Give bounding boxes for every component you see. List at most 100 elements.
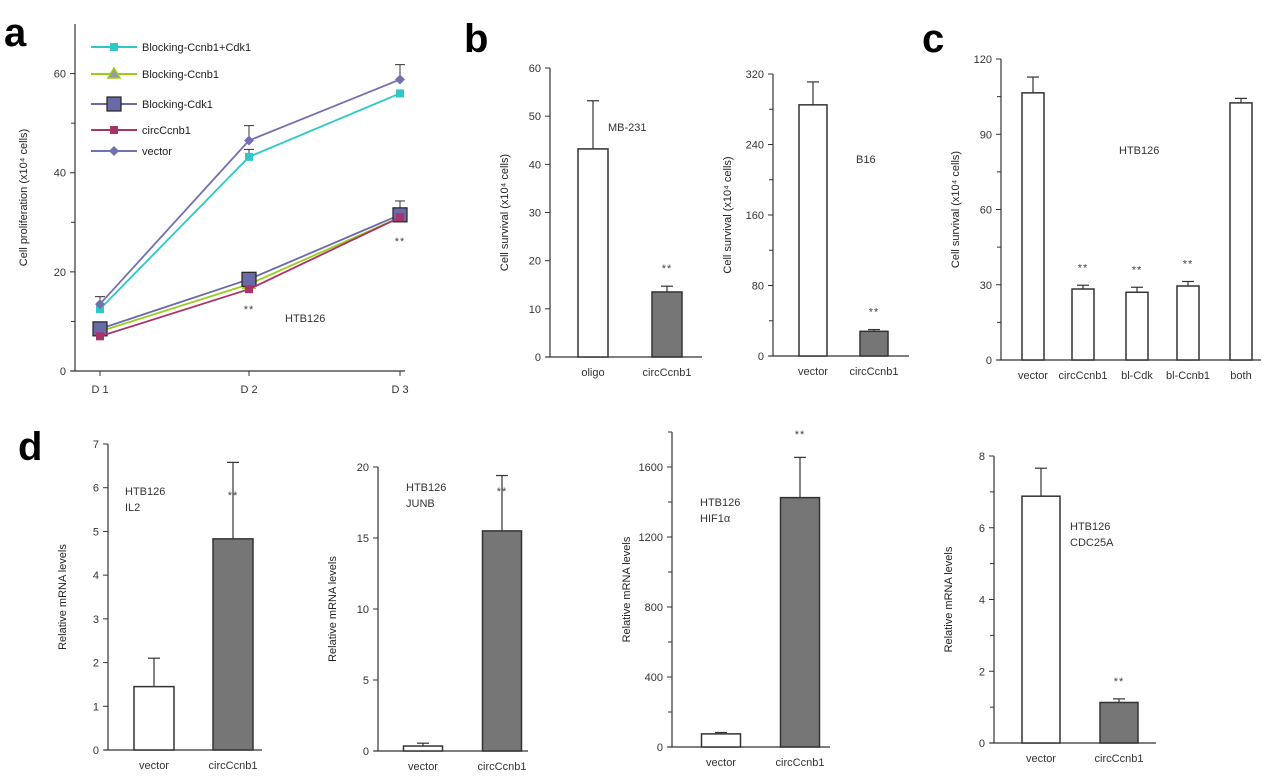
legend-label: vector [142, 146, 172, 158]
x-tick-label: vector [408, 761, 438, 773]
cell-line-annotation: HTB126 [1119, 145, 1159, 157]
significance-marker: ** [662, 263, 673, 275]
bar-circCcnb1 [651, 291, 683, 358]
data-point-Blocking-Cdk1 [241, 271, 257, 287]
y-tick-label: 30 [980, 280, 992, 292]
cell-line-annotation: IL2 [125, 502, 140, 514]
y-tick-label: 0 [60, 366, 66, 378]
legend-marker [106, 66, 122, 79]
y-tick-label: 80 [752, 281, 764, 293]
significance-marker: ** [869, 307, 880, 319]
data-point-vector [244, 135, 254, 146]
y-tick-label: 1 [93, 701, 99, 713]
significance-marker: ** [395, 236, 406, 248]
y-axis-title: Cell proliferation (x10⁴ cells) [18, 129, 30, 266]
y-tick-label: 3 [93, 614, 99, 626]
bar-vector [1021, 92, 1045, 361]
data-point-circCcnb1 [96, 332, 104, 341]
panel-letter-c: c [922, 17, 944, 61]
panel-letter-a: a [4, 11, 27, 55]
y-axis-title: Relative mRNA levels [327, 556, 339, 662]
chart-b2: 0 80 160 240 320 Cell survival (x10⁴ cells) ve… [722, 69, 909, 378]
significance-marker: ** [795, 429, 806, 441]
legend-label: Blocking-Ccnb1 [142, 69, 219, 81]
y-tick-label: 2 [93, 658, 99, 670]
y-tick-label: 5 [363, 675, 369, 687]
chart-d1: 0 1 2 3 4 5 6 7 Relative mRNA levels vector circCc… [57, 439, 262, 772]
bar-bl-Cdk [1125, 291, 1149, 361]
legend-marker [109, 146, 119, 156]
panel-letter-d: d [18, 425, 42, 469]
y-tick-label: 120 [974, 54, 992, 66]
bar-circCcnb1 [1071, 288, 1095, 361]
legend-label: Blocking-Ccnb1+Cdk1 [142, 42, 251, 54]
significance-marker: ** [1183, 258, 1194, 270]
significance-marker: ** [228, 490, 239, 502]
y-tick-label: 10 [357, 604, 369, 616]
bar-circCcnb1 [481, 530, 523, 752]
cell-line-annotation: JUNB [406, 498, 435, 510]
legend-marker [106, 96, 122, 112]
y-tick-label: 800 [645, 602, 663, 614]
legend: Blocking-Ccnb1+Cdk1 Blocking-Ccnb1 Blockin… [91, 42, 251, 158]
x-tick-label: bl-Ccnb1 [1166, 370, 1210, 382]
chart-a: 0 20 40 60 Cell proliferation (x10⁴ cells) D … [18, 24, 409, 396]
y-tick-label: 0 [979, 738, 985, 750]
bar-circCcnb1 [212, 538, 254, 751]
x-tick-label: both [1230, 370, 1251, 382]
y-tick-label: 1600 [639, 462, 663, 474]
y-tick-label: 30 [529, 208, 541, 220]
y-tick-label: 50 [529, 111, 541, 123]
x-tick-label: D 3 [391, 384, 408, 396]
y-tick-label: 40 [54, 168, 66, 180]
x-tick-label: D 2 [240, 384, 257, 396]
bar-oligo [577, 148, 609, 358]
y-tick-label: 0 [535, 352, 541, 364]
y-tick-label: 15 [357, 533, 369, 545]
panel-letter-b: b [464, 17, 488, 61]
chart-b1: 0 10 20 30 40 50 60 Cell survival (x10⁴ cells) o… [499, 63, 702, 379]
legend-label: circCcnb1 [142, 125, 191, 137]
x-tick-label: vector [1026, 753, 1056, 765]
y-axis-title: Cell survival (x10⁴ cells) [950, 151, 962, 268]
y-tick-label: 10 [529, 304, 541, 316]
cell-line-annotation: MB-231 [608, 122, 647, 134]
x-tick-label: vector [706, 757, 736, 769]
y-tick-label: 6 [93, 483, 99, 495]
data-point-Blocking-Ccnb1+Cdk1 [396, 89, 404, 98]
bar-vector [700, 733, 742, 748]
bar-vector [798, 104, 828, 357]
x-tick-label: circCcnb1 [643, 367, 692, 379]
cell-line-annotation: HTB126 [700, 497, 740, 509]
y-tick-label: 240 [746, 140, 764, 152]
y-tick-label: 20 [54, 267, 66, 279]
x-tick-label: circCcnb1 [1059, 370, 1108, 382]
y-axis-title: Relative mRNA levels [621, 536, 633, 642]
legend-marker [110, 126, 118, 134]
y-tick-label: 6 [979, 523, 985, 535]
y-tick-label: 8 [979, 451, 985, 463]
y-tick-label: 0 [363, 746, 369, 758]
bar-circCcnb1 [859, 330, 889, 357]
y-tick-label: 4 [979, 595, 985, 607]
y-axis-title: Cell survival (x10⁴ cells) [722, 156, 734, 273]
cell-line-annotation: HTB126 [285, 313, 325, 325]
data-point-circCcnb1 [245, 285, 253, 294]
chart-d2: 0 5 10 15 20 Relative mRNA levels vector circCc… [327, 462, 528, 773]
x-tick-label: circCcnb1 [1095, 753, 1144, 765]
data-point-vector [395, 74, 405, 85]
x-tick-label: vector [1018, 370, 1048, 382]
y-tick-label: 60 [980, 205, 992, 217]
y-tick-label: 160 [746, 210, 764, 222]
cell-line-annotation: CDC25A [1070, 537, 1114, 549]
bar-circCcnb1 [1099, 701, 1139, 744]
y-tick-label: 90 [980, 129, 992, 141]
cell-line-annotation: HIF1α [700, 513, 731, 525]
bar-vector [402, 745, 444, 752]
bar-vector [1021, 495, 1061, 744]
y-tick-label: 7 [93, 439, 99, 451]
x-tick-label: circCcnb1 [209, 760, 258, 772]
bar-bl-Ccnb1 [1176, 285, 1200, 361]
